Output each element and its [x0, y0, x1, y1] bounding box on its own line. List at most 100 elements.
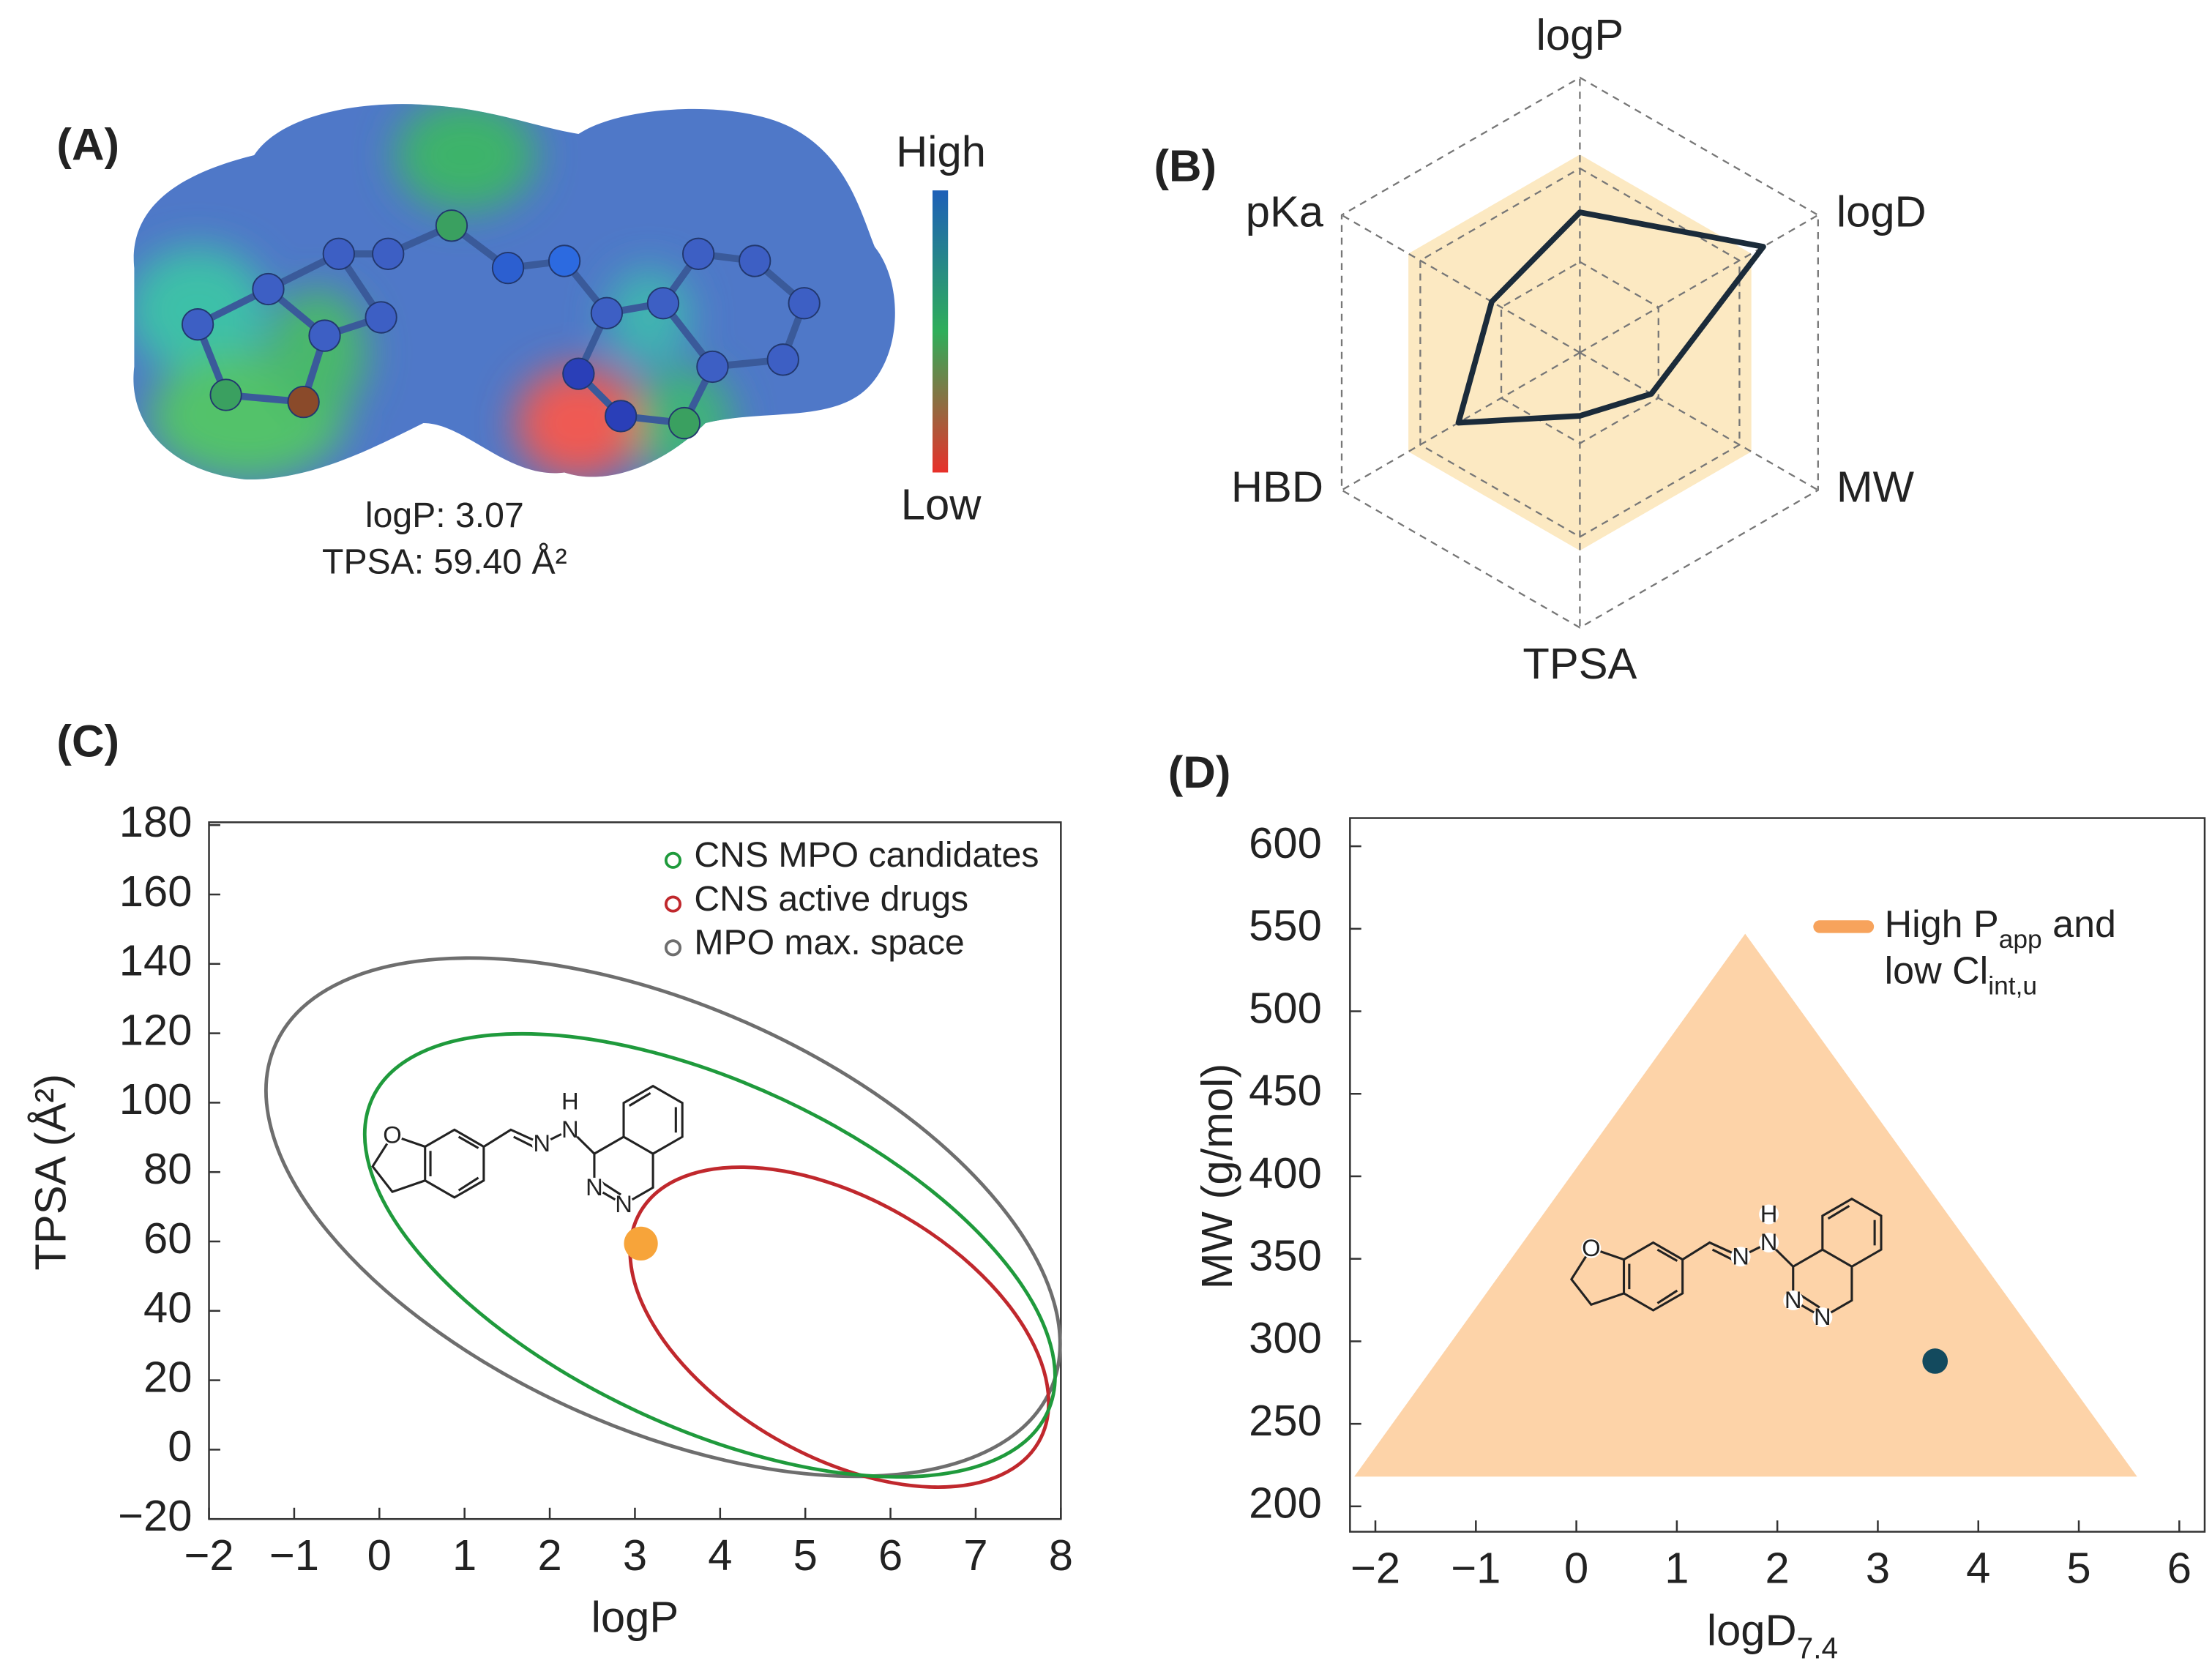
y-tick-label: 600	[1249, 818, 1322, 867]
atom-bg	[531, 1134, 552, 1154]
axis-label: TPSA	[1522, 639, 1637, 688]
atom-bg	[613, 1195, 634, 1214]
x-tick-label: 2	[537, 1531, 561, 1580]
x-tick-label: 6	[878, 1531, 903, 1580]
y-tick-label: 40	[143, 1283, 192, 1332]
legend-marker	[664, 895, 682, 913]
x-tick-label: 5	[793, 1531, 818, 1580]
legend-marker	[664, 851, 682, 869]
y-tick-label: 500	[1249, 983, 1322, 1032]
panel-a-image	[133, 104, 949, 480]
legend-label: CNS MPO candidates	[694, 835, 1039, 875]
x-tick-label: 4	[1966, 1543, 1990, 1592]
y-tick-label: 200	[1249, 1479, 1322, 1528]
atom-bg	[560, 1091, 580, 1112]
x-tick-label: 0	[1564, 1543, 1588, 1592]
point	[1922, 1348, 1948, 1374]
y-axis-label: TPSA (Å²)	[26, 1074, 75, 1271]
annotation: logP: 3.07	[365, 496, 524, 535]
label-part: High P	[1885, 903, 1999, 946]
axis-label: pKa	[1246, 187, 1324, 236]
point	[624, 1226, 658, 1260]
bonds	[371, 1084, 684, 1206]
atom-bg	[1812, 1307, 1833, 1328]
atom-label: H	[561, 1087, 579, 1114]
atom-label: N	[1785, 1286, 1802, 1313]
atom-label: O	[383, 1121, 401, 1148]
legend-label: CNS active drugs	[694, 879, 968, 919]
annotation: TPSA: 59.40 Å²	[322, 542, 567, 581]
axis-label: HBD	[1231, 462, 1323, 511]
x-tick-label: 8	[1049, 1531, 1073, 1580]
label-part: int,u	[1988, 971, 2037, 1000]
y-tick-label: 0	[168, 1422, 192, 1471]
x-tick-label: −2	[1350, 1543, 1400, 1592]
atom-label: N	[561, 1116, 579, 1143]
axis-label: logP	[1536, 10, 1624, 59]
grid-ring	[1340, 76, 1819, 629]
label-part: low Cl	[1885, 949, 1989, 992]
ellipse	[628, 1165, 1051, 1490]
x-tick-label: 2	[1766, 1543, 1790, 1592]
atom-label: N	[615, 1190, 632, 1217]
atom-bg	[584, 1177, 605, 1198]
panel-label: (B)	[1154, 141, 1217, 192]
y-tick-label: 100	[119, 1075, 193, 1124]
label-part: logD	[1707, 1605, 1797, 1654]
y-tick-label: 60	[143, 1214, 192, 1263]
axis-line	[1341, 214, 1580, 354]
axis-line	[1341, 351, 1580, 491]
x-tick-label: 5	[2066, 1543, 2090, 1592]
axis-label: logD	[1837, 187, 1927, 236]
atom-bg	[560, 1119, 580, 1140]
atom-label: N	[586, 1173, 603, 1200]
ellipse	[362, 1031, 1057, 1479]
legend-label: MPO max. space	[694, 923, 964, 963]
atom-label: O	[1582, 1234, 1600, 1261]
panel-label: (D)	[1168, 747, 1231, 798]
region	[1354, 933, 2137, 1477]
x-tick-label: −2	[184, 1531, 233, 1580]
x-tick-label: −1	[269, 1531, 319, 1580]
ellipse	[264, 956, 1062, 1479]
label-text: logD7.4	[1707, 1605, 1838, 1665]
y-tick-label: 550	[1249, 901, 1322, 950]
x-axis-label: logP	[591, 1593, 679, 1642]
y-tick-label: 120	[119, 1005, 193, 1054]
x-tick-label: 1	[452, 1531, 477, 1580]
panel-label: (A)	[56, 120, 119, 171]
label-part: 7.4	[1797, 1631, 1838, 1665]
atom-bg	[1581, 1238, 1602, 1258]
panel-label: (C)	[56, 717, 119, 767]
label-text: low Clint,u	[1885, 949, 2037, 1000]
y-tick-label: 160	[119, 867, 193, 916]
atom-label: N	[533, 1129, 550, 1157]
x-tick-label: −1	[1451, 1543, 1501, 1592]
y-tick-label: −20	[118, 1491, 192, 1540]
axis-label: MW	[1837, 462, 1915, 511]
y-tick-label: 140	[119, 936, 193, 985]
atom-label: N	[1814, 1303, 1831, 1330]
x-tick-label: 1	[1664, 1543, 1689, 1592]
label-part: app	[1999, 925, 2042, 954]
y-tick-label: 250	[1249, 1396, 1322, 1445]
label-part: and	[2042, 903, 2116, 946]
x-tick-label: 0	[367, 1531, 392, 1580]
x-tick-label: 4	[708, 1531, 732, 1580]
colorbar-low: Low	[901, 479, 982, 529]
atom-bg	[1730, 1247, 1751, 1267]
x-tick-label: 6	[2167, 1543, 2192, 1592]
y-tick-label: 350	[1249, 1230, 1322, 1280]
x-tick-label: 7	[963, 1531, 987, 1580]
x-tick-label: 3	[623, 1531, 647, 1580]
label-text: High Papp and	[1885, 903, 2116, 954]
radar-line	[1455, 209, 1766, 426]
atom-bg	[1759, 1204, 1779, 1225]
legend-marker	[664, 939, 682, 957]
axis-line	[1579, 351, 1819, 491]
atom-bg	[1759, 1233, 1779, 1253]
atom-label: N	[1732, 1242, 1749, 1269]
atom-bg	[1783, 1291, 1804, 1311]
